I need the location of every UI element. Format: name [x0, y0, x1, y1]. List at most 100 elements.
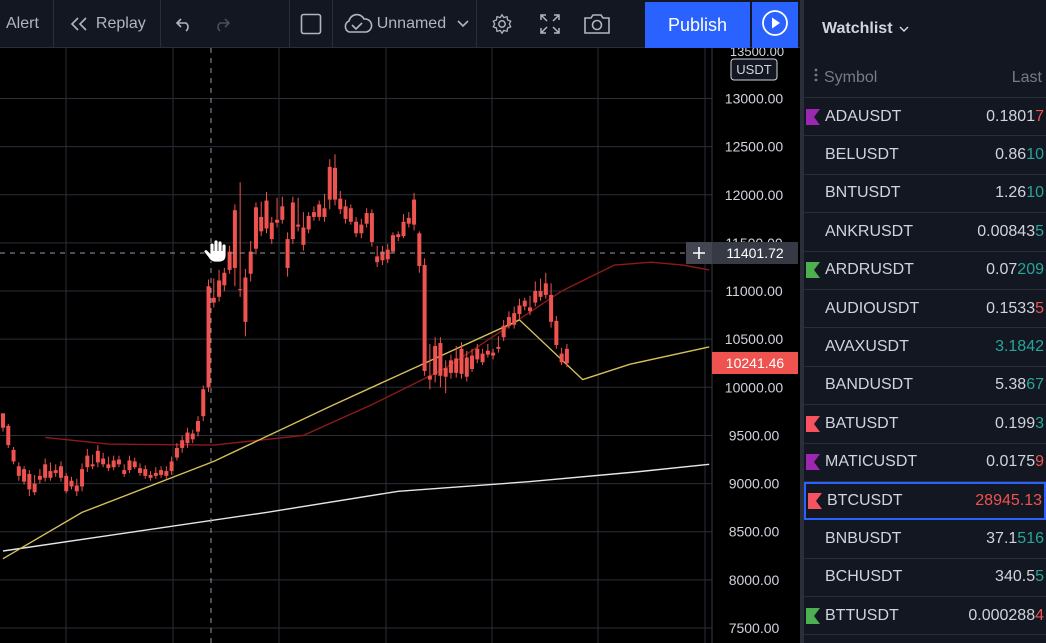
chevron-down-icon — [456, 13, 470, 35]
candle-body — [448, 360, 453, 373]
candle — [206, 279, 211, 393]
chart-canvas[interactable]: 13000.0012500.0012000.0011500.0011000.00… — [0, 48, 800, 643]
watchlist-row[interactable]: BCHUSDT 340.55 — [804, 559, 1046, 598]
candle-body — [390, 235, 395, 252]
candle — [116, 455, 121, 468]
watchlist-last-price: 3.1842 — [995, 338, 1044, 356]
flag-icon[interactable] — [808, 493, 822, 510]
flag-icon[interactable] — [806, 454, 820, 471]
candle-body — [422, 265, 427, 371]
candle-body — [454, 358, 459, 373]
watchlist-symbol: BANDUSDT — [825, 376, 914, 394]
alert-button[interactable]: Alert — [0, 0, 53, 48]
watchlist-row[interactable]: ARDRUSDT 0.07209 — [804, 252, 1046, 290]
play-button[interactable] — [752, 2, 798, 48]
candle — [317, 200, 322, 221]
layout-menu-button[interactable]: Unnamed — [333, 0, 476, 48]
candle-body — [169, 461, 174, 472]
candle-body — [201, 389, 206, 417]
watchlist-row[interactable]: BANDUSDT 5.3867 — [804, 367, 1046, 406]
candle — [506, 311, 511, 329]
watchlist-row[interactable]: BTTUSDT 0.0002884 — [804, 597, 1046, 636]
candle-body — [16, 466, 21, 476]
symbol-column-header[interactable]: Symbol — [814, 68, 877, 87]
currency-badge[interactable]: USDT — [730, 58, 778, 81]
watchlist-row[interactable]: AUDIOUSDT 0.15335 — [804, 290, 1046, 329]
candle-body — [533, 291, 538, 303]
candle-body — [543, 283, 548, 295]
candle — [106, 456, 111, 472]
candle-body — [554, 320, 559, 345]
watchlist-row[interactable]: MATICUSDT 0.01759 — [804, 444, 1046, 482]
candle-body — [159, 470, 164, 475]
candle-body — [148, 474, 153, 478]
undo-icon — [173, 13, 195, 35]
candle-body — [227, 251, 232, 270]
watchlist-row[interactable]: AVAXUSDT 3.1842 — [804, 328, 1046, 367]
price-main: 340.5 — [995, 568, 1036, 586]
watchlist-row[interactable]: BNBUSDT 37.1516 — [804, 520, 1046, 559]
watchlist-last-price: 340.55 — [995, 568, 1044, 586]
watchlist-row[interactable]: BATUSDT 0.1993 — [804, 405, 1046, 444]
fullscreen-button[interactable] — [527, 0, 573, 48]
watchlist-row[interactable]: BELUSDT 0.8610 — [804, 136, 1046, 175]
publish-button[interactable]: Publish — [645, 2, 750, 48]
candle — [538, 278, 543, 301]
watchlist-panel: Watchlist Symbol Last ADAUSDT 0.18017 BELU… — [800, 0, 1046, 643]
price-change-digits: 28945.13 — [975, 492, 1042, 510]
candle — [559, 347, 564, 366]
price-chart[interactable]: 13000.0012500.0012000.0011500.0011000.00… — [0, 48, 800, 643]
watchlist-row[interactable]: ANKRUSDT 0.008435 — [804, 213, 1046, 252]
last-price: 10241.46 — [726, 355, 785, 371]
flag-icon[interactable] — [806, 108, 820, 125]
candles — [1, 154, 569, 497]
redo-button[interactable] — [203, 0, 249, 48]
candle — [301, 212, 306, 251]
settings-button[interactable] — [477, 0, 527, 48]
price-change-digits: 5 — [1035, 568, 1044, 586]
candle-body — [185, 432, 190, 444]
candle — [333, 154, 338, 206]
candle-body — [475, 348, 480, 360]
snapshot-button[interactable] — [573, 0, 621, 48]
price-main: 0.199 — [995, 414, 1036, 432]
flag-icon[interactable] — [806, 607, 820, 624]
candle — [32, 474, 37, 496]
price-change-digits: 4 — [1035, 606, 1044, 624]
fullscreen-toggle-button[interactable] — [290, 0, 332, 48]
watchlist-title-button[interactable]: Watchlist — [804, 0, 1046, 58]
candle-body — [528, 307, 532, 312]
candle — [58, 461, 63, 482]
toolbar-divider — [476, 0, 478, 48]
watchlist-row[interactable]: BTCUSDT 28945.13 — [804, 481, 1046, 521]
toolbar-divider — [288, 0, 290, 48]
price-tick-label: 10000.00 — [725, 379, 784, 395]
flag-icon[interactable] — [806, 262, 820, 279]
price-main: 0.1801 — [986, 107, 1036, 125]
candle — [85, 448, 90, 473]
price-main: 0.00843 — [977, 222, 1036, 240]
candle-body — [333, 167, 338, 200]
candle — [343, 199, 348, 224]
last-price-label: 10241.46 — [712, 352, 798, 374]
toolbar-divider — [159, 0, 161, 48]
last-column-header[interactable]: Last — [1011, 68, 1042, 86]
candle-body — [122, 470, 127, 474]
watchlist-symbol: ARDRUSDT — [825, 261, 914, 279]
price-axis-bg — [712, 48, 800, 643]
candle-body — [253, 207, 258, 249]
replay-button[interactable]: Replay — [54, 0, 160, 48]
candle-body — [306, 215, 311, 230]
candle — [1, 413, 5, 432]
watchlist-row[interactable]: BNTUSDT 1.2610 — [804, 175, 1046, 214]
price-tick-label: 8000.00 — [729, 572, 780, 588]
candle — [480, 348, 485, 366]
candle-body — [211, 297, 216, 303]
undo-button[interactable] — [161, 0, 203, 48]
watchlist-last-price: 0.0002884 — [968, 607, 1044, 625]
flag-icon[interactable] — [806, 415, 820, 432]
watchlist-symbol: BCHUSDT — [825, 568, 903, 586]
watchlist-row[interactable]: ADAUSDT 0.18017 — [804, 98, 1046, 137]
candle-body — [190, 433, 195, 440]
candle — [164, 466, 169, 479]
